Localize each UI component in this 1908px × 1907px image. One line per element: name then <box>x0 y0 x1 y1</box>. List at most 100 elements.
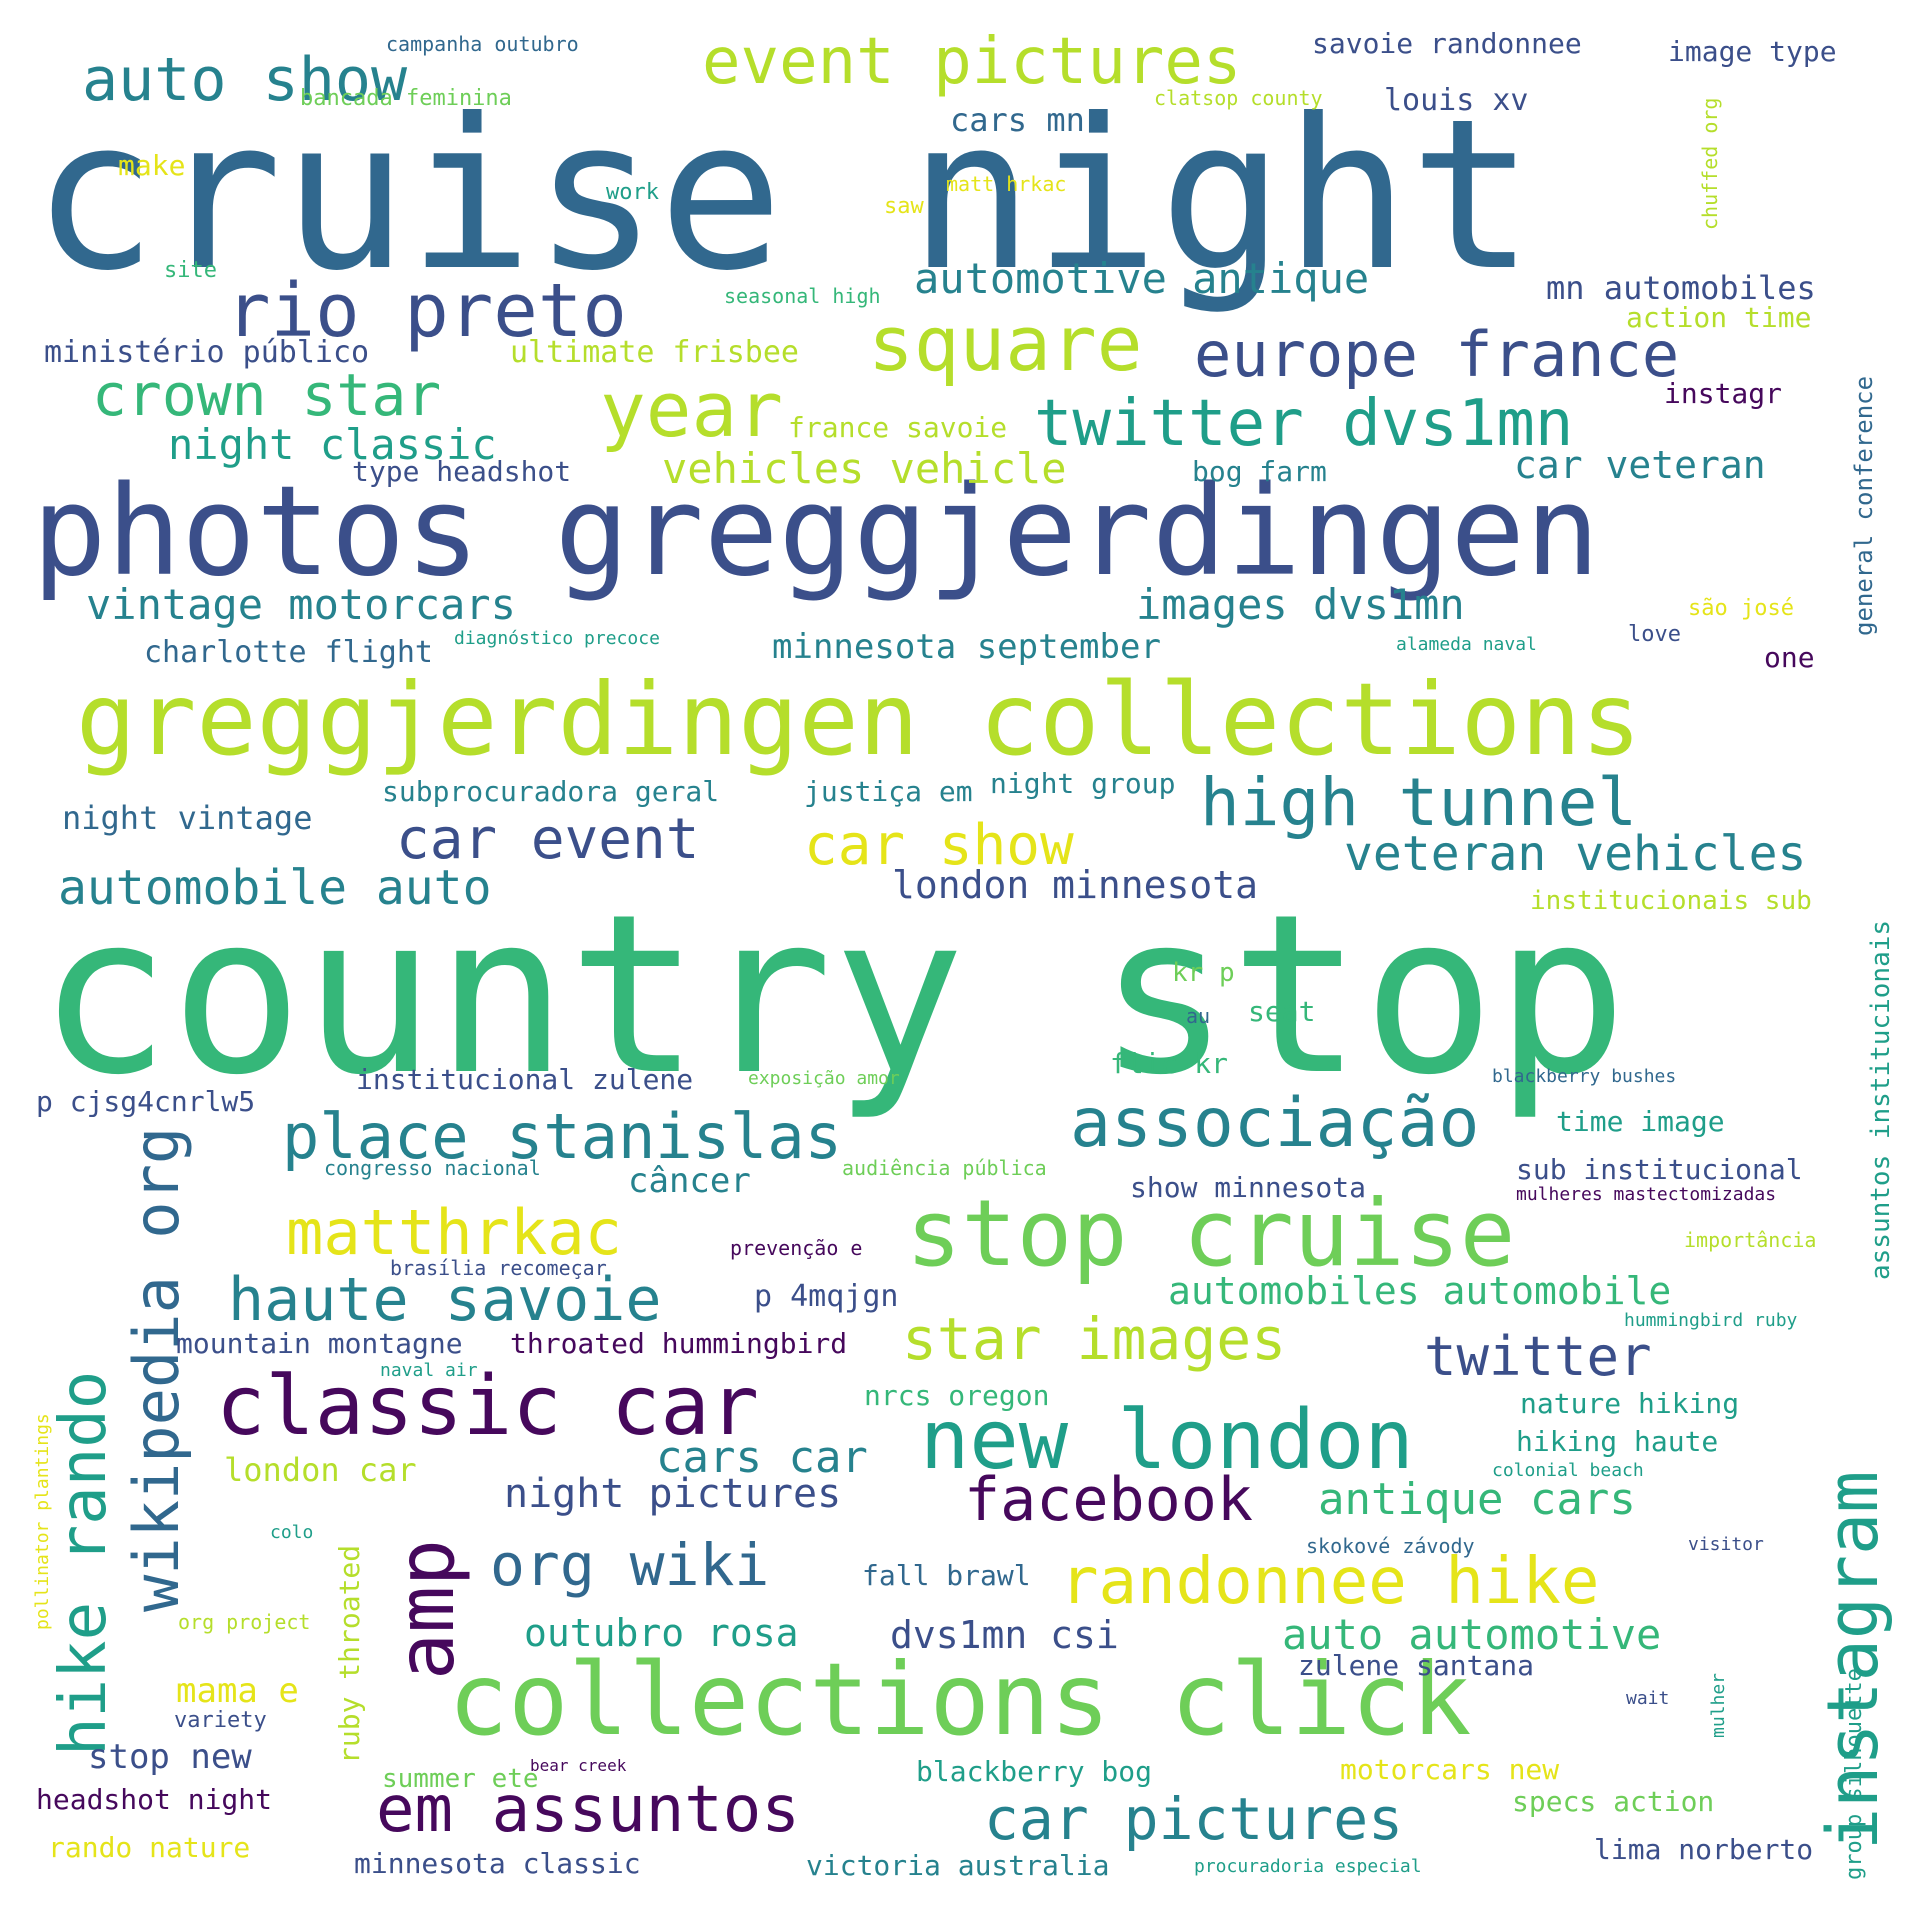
word: brasília recomeçar <box>390 1256 607 1280</box>
word: randonnee hike <box>1060 1545 1600 1619</box>
word: hiking haute <box>1516 1425 1719 1458</box>
word: throated hummingbird <box>510 1327 848 1360</box>
word: amp <box>382 1539 472 1680</box>
word: hummingbird ruby <box>1624 1310 1798 1331</box>
word: wikipedia org <box>120 1126 193 1612</box>
word: victoria australia <box>806 1849 1110 1882</box>
word: europe france <box>1194 318 1680 391</box>
word: images dvs1mn <box>1136 580 1465 629</box>
word: auto automotive <box>1282 1610 1662 1659</box>
word: time image <box>1556 1105 1725 1138</box>
word: motorcars new <box>1340 1753 1560 1786</box>
word: skokové závody <box>1306 1534 1475 1558</box>
word: cars car <box>656 1432 868 1483</box>
word: london car <box>224 1451 417 1489</box>
word: classic car <box>216 1359 760 1454</box>
word: kr p <box>1172 958 1235 988</box>
word: nature hiking <box>1520 1387 1740 1420</box>
word: colo <box>270 1522 314 1543</box>
word: make <box>118 149 186 182</box>
word: love <box>1628 622 1681 647</box>
word: car veteran <box>1514 443 1766 487</box>
word: night classic <box>168 420 497 469</box>
word: car pictures <box>984 1785 1404 1853</box>
word: matthrkac <box>286 1196 622 1269</box>
word: são josé <box>1688 596 1794 621</box>
word: em assuntos <box>376 1773 800 1847</box>
word: seat <box>1248 995 1316 1028</box>
word: clatsop county <box>1154 86 1323 110</box>
word: mn automobiles <box>1546 269 1816 307</box>
word: facebook <box>964 1465 1253 1535</box>
word: greggjerdingen collections <box>76 661 1642 778</box>
word: org wiki <box>490 1531 770 1599</box>
word: automobiles automobile <box>1168 1269 1672 1313</box>
word: one <box>1764 641 1815 674</box>
word: minnesota classic <box>354 1847 641 1880</box>
word: outubro rosa <box>524 1611 799 1655</box>
word: justiça em <box>804 775 973 808</box>
word: new london <box>920 1393 1414 1488</box>
word: nrcs oregon <box>864 1379 1050 1412</box>
word: ruby throated <box>333 1544 366 1764</box>
word: fall brawl <box>862 1559 1031 1592</box>
word: action time <box>1626 301 1812 334</box>
word: type headshot <box>352 455 572 488</box>
word: lima norberto <box>1594 1833 1814 1866</box>
word: associação <box>1070 1084 1480 1163</box>
word: automobile auto <box>58 860 492 916</box>
word: flic kr <box>1110 1047 1229 1080</box>
word: event pictures <box>702 25 1242 99</box>
word: blackberry bushes <box>1492 1066 1677 1087</box>
word: sub institucional <box>1516 1153 1803 1186</box>
word: colonial beach <box>1492 1460 1644 1481</box>
word: naval air <box>380 1360 478 1381</box>
word: hike rando <box>47 1370 121 1756</box>
word: câncer <box>628 1161 751 1201</box>
word: site <box>164 258 217 283</box>
word: procuradoria especial <box>1194 1856 1422 1877</box>
word: ultimate frisbee <box>510 335 799 370</box>
word: bancada feminina <box>300 86 512 111</box>
word: haute savoie <box>228 1265 662 1335</box>
word: rio preto <box>226 268 627 354</box>
word: group silhouette <box>1842 1668 1867 1880</box>
word: london minnesota <box>892 863 1259 907</box>
word: variety <box>174 1708 267 1733</box>
word: seasonal high <box>724 284 881 308</box>
word: exposição amor <box>748 1068 900 1089</box>
word: louis xv <box>1384 83 1529 118</box>
word: pollinator plantings <box>32 1413 53 1630</box>
word: visitor <box>1688 1534 1764 1555</box>
word: cruise night <box>32 75 1535 317</box>
word: france savoie <box>788 411 1008 444</box>
word: auto show <box>82 45 408 115</box>
word: audiência pública <box>842 1156 1047 1180</box>
word: twitter <box>1424 1325 1652 1388</box>
word: importância <box>1684 1228 1817 1252</box>
word: high tunnel <box>1200 764 1638 841</box>
word: antique cars <box>1318 1474 1636 1525</box>
word: wait <box>1626 1688 1670 1709</box>
word: diagnóstico precoce <box>454 628 660 649</box>
word: p 4mqjgn <box>754 1279 899 1314</box>
word: work <box>606 180 659 205</box>
word: summer ete <box>382 1764 539 1794</box>
word: cars mn <box>950 101 1085 139</box>
word: saw <box>884 194 924 219</box>
word: stop cruise <box>906 1180 1516 1287</box>
word: crown star <box>92 361 442 429</box>
word: minnesota september <box>772 627 1161 667</box>
word: campanha outubro <box>386 32 579 56</box>
word: night pictures <box>504 1471 842 1517</box>
word: vintage motorcars <box>86 580 516 629</box>
word: year <box>600 365 784 454</box>
word: car show <box>804 813 1074 878</box>
word: automotive antique <box>914 254 1370 303</box>
word: instagr <box>1664 377 1783 410</box>
word: zulene santana <box>1298 1649 1535 1682</box>
word: mulher <box>1708 1672 1729 1738</box>
word: au <box>1186 1004 1211 1028</box>
word: ministério público <box>44 335 370 370</box>
word: twitter dvs1mn <box>1034 387 1574 461</box>
